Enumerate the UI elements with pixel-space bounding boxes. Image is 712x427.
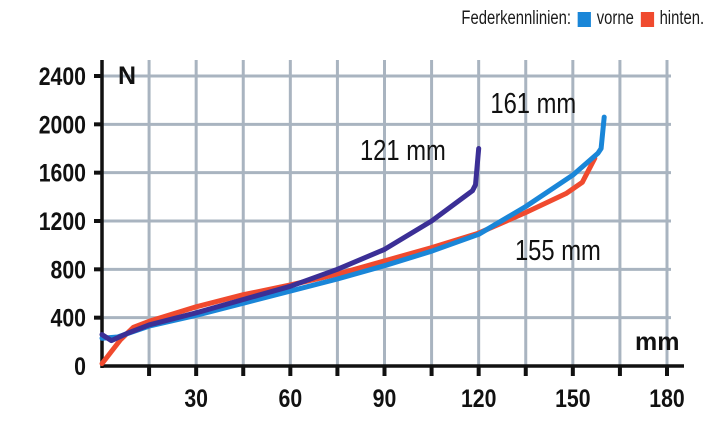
annotation-155mm: 155 mm xyxy=(515,234,601,267)
legend-label-hinten: hinten. xyxy=(659,8,704,29)
legend: Federkennlinien: vorne hinten. xyxy=(461,8,704,30)
legend-swatch-hinten xyxy=(640,11,655,27)
y-axis-label: N xyxy=(118,62,136,90)
y-tick-label: 2000 xyxy=(39,111,86,139)
series-line-121mm xyxy=(99,146,482,344)
y-tick-label: 0 xyxy=(74,352,86,380)
x-tick-label: 180 xyxy=(649,384,684,412)
x-tick-label: 30 xyxy=(184,384,208,412)
legend-label-vorne: vorne xyxy=(596,8,634,29)
x-tick-label: 90 xyxy=(373,384,397,412)
annotation-161mm: 161 mm xyxy=(490,87,576,120)
legend-swatch-vorne xyxy=(577,11,592,27)
y-tick-label: 1200 xyxy=(39,207,86,235)
x-axis-label: mm xyxy=(635,328,679,356)
annotation-121mm: 121 mm xyxy=(360,134,446,167)
series-lines xyxy=(99,114,607,367)
tick-labels: 30 60 90 120 150 180 0 400 800 1200 1600 2000 2400 xyxy=(39,62,685,412)
axes xyxy=(94,60,684,376)
y-tick-label: 2400 xyxy=(39,62,86,90)
y-tick-label: 1600 xyxy=(39,159,86,187)
y-tick-label: 800 xyxy=(51,256,86,284)
legend-title: Federkennlinien: xyxy=(461,8,571,29)
x-tick-label: 120 xyxy=(461,384,496,412)
grid xyxy=(102,60,671,366)
x-tick-label: 60 xyxy=(279,384,303,412)
x-tick-label: 150 xyxy=(555,384,590,412)
y-tick-label: 400 xyxy=(51,304,86,332)
series-line-161mm xyxy=(99,114,607,341)
